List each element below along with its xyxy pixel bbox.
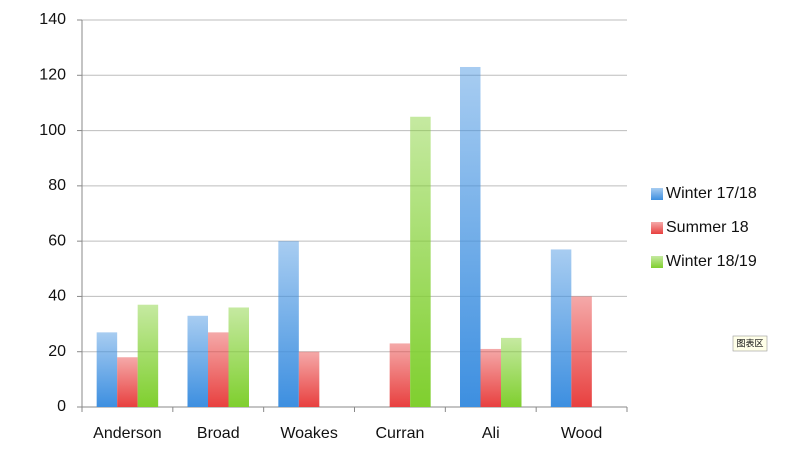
tooltip-box bbox=[732, 335, 768, 352]
x-tick-label: Anderson bbox=[93, 425, 162, 442]
bar bbox=[278, 241, 299, 407]
x-tick-label: Curran bbox=[375, 425, 424, 442]
x-tick-label: Broad bbox=[197, 425, 240, 442]
bar bbox=[208, 332, 229, 407]
y-tick-label: 60 bbox=[48, 232, 66, 249]
bar bbox=[187, 315, 208, 407]
bar bbox=[96, 332, 118, 407]
x-tick-label: Woakes bbox=[280, 425, 338, 442]
bar bbox=[117, 357, 138, 407]
legend-swatch bbox=[651, 222, 663, 234]
bar bbox=[298, 351, 320, 407]
x-tick-label: Ali bbox=[482, 425, 500, 442]
tooltip: 图表区 bbox=[732, 335, 768, 352]
x-tick-label: Wood bbox=[561, 425, 603, 442]
bar bbox=[228, 307, 249, 407]
bar bbox=[501, 337, 522, 407]
bar bbox=[389, 343, 411, 407]
bar bbox=[550, 249, 572, 407]
y-tick-label: 0 bbox=[57, 398, 66, 415]
legend-swatch bbox=[651, 256, 663, 268]
y-tick-label: 140 bbox=[39, 11, 66, 28]
legend-label: Winter 17/18 bbox=[666, 185, 757, 202]
tooltip-text: 图表区 bbox=[736, 337, 763, 348]
y-tick-label: 20 bbox=[48, 343, 66, 360]
legend-label: Summer 18 bbox=[666, 219, 749, 236]
bar bbox=[571, 296, 592, 407]
bar bbox=[460, 66, 481, 407]
bar bbox=[137, 304, 159, 407]
legend-label: Winter 18/19 bbox=[666, 253, 757, 270]
bar bbox=[410, 116, 431, 407]
bar bbox=[480, 348, 501, 407]
y-tick-label: 40 bbox=[48, 288, 66, 305]
y-tick-label: 100 bbox=[39, 122, 66, 139]
y-tick-label: 120 bbox=[39, 67, 66, 84]
legend-swatch bbox=[651, 188, 663, 200]
y-tick-label: 80 bbox=[48, 177, 66, 194]
